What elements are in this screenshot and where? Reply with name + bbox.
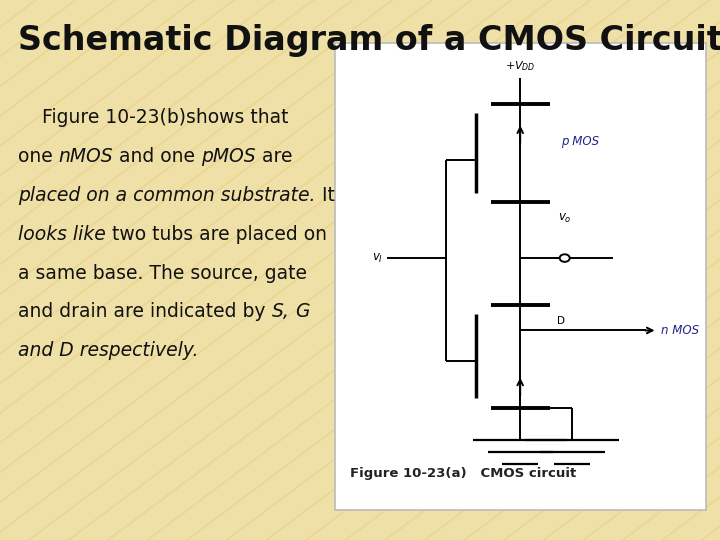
Text: p MOS: p MOS xyxy=(561,135,599,148)
Text: S,: S, xyxy=(271,302,289,321)
Text: It: It xyxy=(315,186,334,205)
Text: looks like: looks like xyxy=(18,225,106,244)
Text: D: D xyxy=(557,316,565,326)
Text: pMOS: pMOS xyxy=(202,147,256,166)
Text: $v_I$: $v_I$ xyxy=(372,252,383,265)
Text: Schematic Diagram of a CMOS Circuit:: Schematic Diagram of a CMOS Circuit: xyxy=(18,24,720,57)
Text: $v_o$: $v_o$ xyxy=(558,212,572,225)
Text: a same base. The source, gate: a same base. The source, gate xyxy=(18,264,307,282)
Text: Figure 10-23(b)shows that: Figure 10-23(b)shows that xyxy=(18,108,289,127)
Text: one: one xyxy=(18,147,59,166)
FancyBboxPatch shape xyxy=(335,43,706,510)
Text: are: are xyxy=(256,147,292,166)
Text: n MOS: n MOS xyxy=(661,324,699,337)
Text: Figure 10-23(a)   CMOS circuit: Figure 10-23(a) CMOS circuit xyxy=(350,467,576,480)
Text: two tubs are placed on: two tubs are placed on xyxy=(106,225,327,244)
Text: and drain are indicated by: and drain are indicated by xyxy=(18,302,271,321)
Text: and one: and one xyxy=(113,147,202,166)
Text: G: G xyxy=(295,302,310,321)
Text: placed on a common substrate.: placed on a common substrate. xyxy=(18,186,315,205)
Text: and D respectively.: and D respectively. xyxy=(18,341,199,360)
Text: nMOS: nMOS xyxy=(59,147,113,166)
Text: $+V_{DD}$: $+V_{DD}$ xyxy=(505,59,536,73)
